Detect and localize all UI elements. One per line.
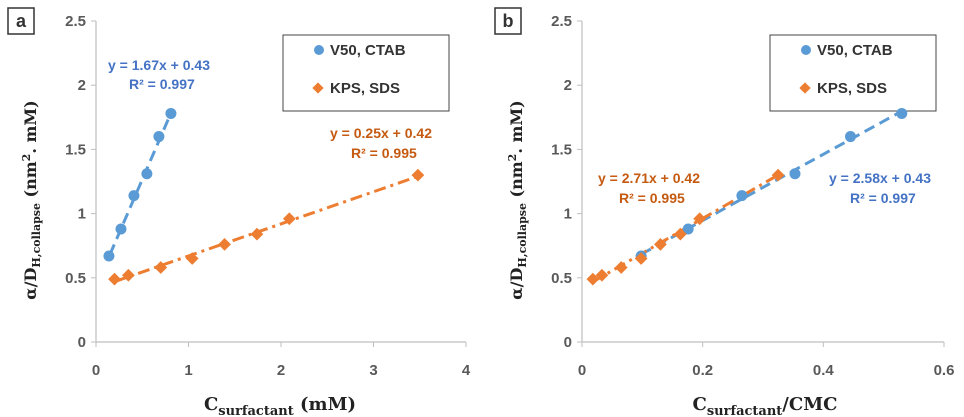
panel-a-legend-v50: V50, CTAB <box>330 42 406 59</box>
panel-a-fit-r2-kps: R² = 0.995 <box>351 145 417 161</box>
panel-a-ytick-label: 0 <box>78 334 86 351</box>
panel-b-label-box <box>494 7 522 35</box>
panel-a-fit-equation-v50: y = 1.67x + 0.43 <box>108 57 210 73</box>
panel-b-point-v50 <box>789 168 801 180</box>
panel-b-xlabel: Csurfactant/CMC <box>693 394 838 417</box>
panel-a-point-kps <box>122 268 135 282</box>
panel-b-point-v50 <box>682 223 694 235</box>
panel-b-point-kps <box>614 261 628 274</box>
panel-b-point-v50 <box>896 107 908 119</box>
panel-b-ytick-label: 0 <box>564 334 572 351</box>
panel-a-xtick-label: 3 <box>369 362 377 379</box>
panel-b-fit-r2-v50: R² = 0.997 <box>850 190 916 206</box>
panel-a-xtick-label: 2 <box>277 362 285 379</box>
panel-b-ytick-label: 2 <box>564 77 572 94</box>
panel-a-legend <box>282 34 450 112</box>
panel-b: 0 0.5 1 1.5 2 2.5 0 0.2 0.4 0.6 b α/DH,collapse (… <box>494 7 954 417</box>
panel-b-legend-kps: KPS, SDS <box>817 80 887 97</box>
panel-b-label: b <box>503 11 514 31</box>
panel-a-fit-line-kps <box>114 174 421 284</box>
panel-a-point-v50 <box>128 190 140 202</box>
panel-b-ytick-label: 0.5 <box>551 270 572 287</box>
panel-b-fit-equation-kps: y = 2.71x + 0.42 <box>598 170 700 186</box>
panel-b-fit-line-v50 <box>640 109 903 256</box>
panel-b-xtick-label: 0 <box>578 362 586 379</box>
panel-b-point-kps <box>771 168 785 182</box>
panel-a-legend-kps: KPS, SDS <box>330 80 400 97</box>
panel-a-point-kps <box>282 212 296 226</box>
panel-a-legend-marker-v50 <box>314 45 324 55</box>
panel-b-point-v50 <box>736 190 748 202</box>
panel-a-fit-equation-kps: y = 0.25x + 0.42 <box>330 125 432 141</box>
panel-b-xtick-label: 0.4 <box>813 362 835 379</box>
panel-a-ylabel: α/DH,collapse (nm2. mM) <box>20 100 43 299</box>
panel-a-point-v50 <box>153 131 165 143</box>
panel-b-legend-marker-v50 <box>801 45 811 55</box>
panel-a-xtick-label: 0 <box>92 362 100 379</box>
panel-b-fit-r2-kps: R² = 0.995 <box>619 190 685 206</box>
panel-b-ytick-label: 2.5 <box>551 13 572 30</box>
panel-a-ytick-label: 1.5 <box>65 141 86 158</box>
panel-b-point-v50 <box>844 131 856 143</box>
panel-a-point-v50 <box>141 168 153 180</box>
panel-b-xtick-label: 0.6 <box>934 362 955 379</box>
panel-b-xtick-label: 0.2 <box>692 362 713 379</box>
panel-b-ylabel: α/DH,collapse (nm2. mM) <box>506 100 529 299</box>
panel-b-legend <box>769 34 937 112</box>
panel-a-point-v50 <box>115 223 127 235</box>
panel-b-axes: 0 0.5 1 1.5 2 2.5 0 0.2 0.4 0.6 <box>551 13 954 379</box>
panel-a-point-kps <box>250 227 264 241</box>
panel-a-fit-r2-v50: R² = 0.997 <box>129 76 195 92</box>
panel-a-ytick-label: 2.5 <box>65 13 86 30</box>
panel-b-ytick-label: 1 <box>564 206 572 223</box>
panel-b-legend-v50: V50, CTAB <box>817 42 893 59</box>
panel-a-ytick-label: 0.5 <box>65 270 86 287</box>
panel-a-point-v50 <box>103 250 115 262</box>
panel-a-ytick-label: 2 <box>78 77 86 94</box>
panel-a-point-kps <box>411 168 425 182</box>
panel-a-label-box <box>7 7 35 35</box>
panel-a-xlabel: Csurfactant (mM) <box>204 394 356 417</box>
panel-a-axes: 0 0.5 1 1.5 2 2.5 0 1 2 3 4 <box>65 13 471 379</box>
panel-b-fit-equation-v50: y = 2.58x + 0.43 <box>829 170 931 186</box>
panel-a-xtick-label: 4 <box>462 362 471 379</box>
panel-a-point-kps <box>108 272 121 286</box>
panel-b-ytick-label: 1.5 <box>551 141 572 158</box>
panel-a-label: a <box>16 11 27 31</box>
panel-a-point-kps <box>218 238 231 251</box>
panel-a-point-v50 <box>165 107 177 119</box>
panel-a-point-kps <box>154 261 168 274</box>
panel-a: 0 0.5 1 1.5 2 2.5 0 1 2 3 4 a α/DH,collapse (nm2. … <box>7 7 471 417</box>
panel-a-xtick-label: 1 <box>184 362 192 379</box>
panel-a-ytick-label: 1 <box>78 206 86 223</box>
